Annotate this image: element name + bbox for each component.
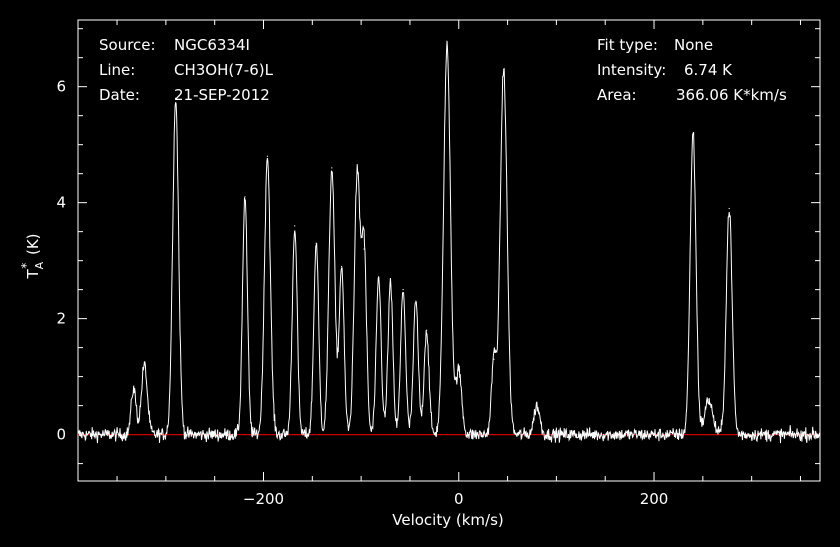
spectral-peak (493, 358, 495, 360)
spectral-peak (378, 277, 380, 279)
spectral-peak (458, 370, 460, 372)
axes-layer: −200 0 200 0 2 4 6 (56, 19, 821, 508)
spectral-peak (244, 196, 246, 198)
intensity-label: Intensity: (597, 61, 667, 79)
spectral-peak (294, 225, 296, 227)
spectral-peak (402, 289, 404, 291)
date-label: Date: (99, 86, 140, 104)
y-axis-label-star: * (19, 263, 33, 269)
spectral-peak (331, 167, 333, 169)
spectral-peak (446, 45, 448, 47)
svg-text:TA* (K): TA* (K) (19, 233, 46, 279)
spectral-peak (708, 399, 710, 401)
x-tick-label: 0 (454, 490, 464, 508)
spectral-peak (503, 68, 505, 70)
y-tick-label: 6 (56, 78, 66, 96)
data-layer (77, 40, 821, 444)
intensity-value: 6.74 K (684, 61, 733, 79)
spectral-peak (133, 387, 135, 389)
line-value: CH3OH(7-6)L (174, 61, 273, 79)
y-axis-label-unit: (K) (24, 233, 42, 259)
plot-frame (77, 19, 821, 482)
area-value: 366.06 K*km/s (676, 86, 787, 104)
spectral-peak (356, 173, 358, 175)
y-tick-label: 2 (56, 310, 66, 328)
y-axis-label-T: T (24, 269, 42, 280)
y-axis-label-subscript: A (33, 261, 46, 269)
source-value: NGC6334I (174, 36, 250, 54)
y-axis-label: TA* (K) (19, 233, 46, 279)
spectral-peak (341, 265, 343, 268)
x-tick-label: 200 (640, 490, 669, 508)
y-tick-label: 4 (56, 194, 66, 212)
spectral-peak (175, 97, 177, 99)
spectral-peak (389, 283, 392, 285)
spectral-peak (266, 155, 269, 157)
spectral-peak (536, 405, 538, 407)
fit-type-label: Fit type: (597, 36, 658, 54)
y-tick-label: 0 (56, 426, 66, 444)
source-label: Source: (99, 36, 156, 54)
spectral-peak (415, 300, 417, 302)
spectral-peak (315, 242, 317, 244)
spectral-peak (363, 248, 365, 250)
spectral-peak (425, 329, 428, 331)
fit-type-value: None (674, 36, 714, 54)
date-value: 21-SEP-2012 (174, 86, 270, 104)
x-axis-label: Velocity (km/s) (392, 511, 503, 529)
spectrum-trace (77, 40, 821, 444)
spectral-peak (143, 364, 145, 366)
spectral-peak (692, 132, 694, 134)
line-label: Line: (99, 61, 136, 79)
spectral-peak (728, 207, 730, 210)
x-tick-label: −200 (243, 490, 284, 508)
area-label: Area: (597, 86, 637, 104)
